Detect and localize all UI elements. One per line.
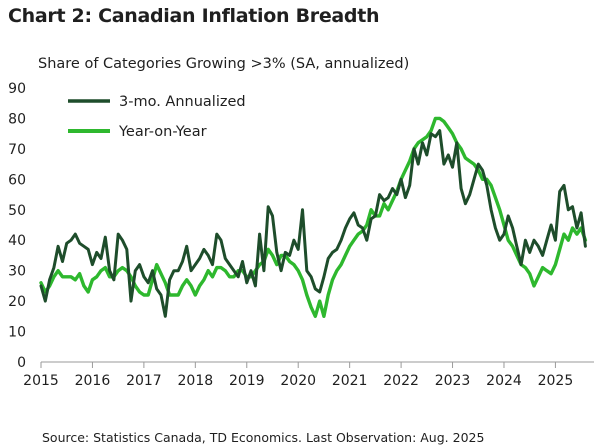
series-line-year-on-year [39,116,588,318]
y-tick-label: 10 [8,325,26,341]
series-layer [39,116,588,318]
y-tick-label: 40 [8,233,26,249]
y-tick-label: 80 [8,111,26,127]
legend: 3-mo. Annualized Year-on-Year [68,94,246,140]
x-axis: 2015 2016 2017 2018 2019 2020 2021 2022 2023 2024… [23,361,594,389]
y-tick-label: 50 [8,203,26,219]
x-tick-label: 2019 [229,373,265,389]
source-note: Source: Statistics Canada, TD Economics.… [42,430,485,445]
y-axis: 0 10 20 30 40 50 60 70 80 90 [8,81,26,371]
x-tick-label: 2018 [178,373,214,389]
x-tick-label: 2022 [383,373,419,389]
legend-label: 3-mo. Annualized [119,94,246,110]
y-tick-label: 60 [8,172,26,188]
x-tick-label: 2015 [23,373,59,389]
chart-title: Chart 2: Canadian Inflation Breadth [8,5,380,27]
x-tick-label: 2021 [332,373,368,389]
chart-subtitle: Share of Categories Growing >3% (SA, ann… [38,56,410,72]
x-tick-label: 2023 [435,373,471,389]
x-tick-label: 2024 [486,373,522,389]
y-tick-label: 30 [8,264,26,280]
x-tick-label: 2017 [126,373,162,389]
y-tick-label: 20 [8,294,26,310]
legend-label: Year-on-Year [118,124,207,140]
y-tick-label: 0 [17,355,26,371]
series-line-3mo-annualized [39,129,587,318]
x-tick-label: 2016 [75,373,111,389]
y-tick-label: 90 [8,81,26,97]
x-tick-label: 2025 [538,373,574,389]
y-tick-label: 70 [8,142,26,158]
x-tick-label: 2020 [280,373,316,389]
